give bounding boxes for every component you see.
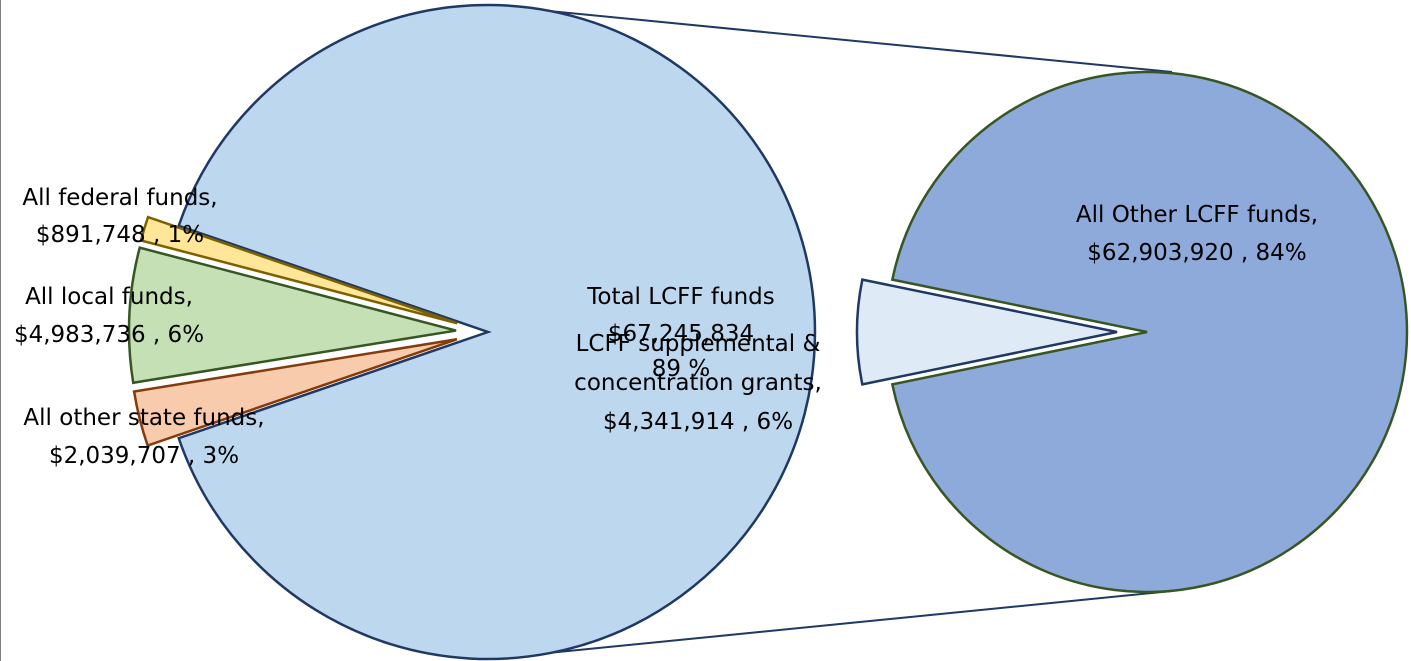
label-lcff-supp-line1: LCFF supplemental & bbox=[576, 331, 821, 357]
label-local-name: All local funds, bbox=[25, 284, 193, 310]
label-local-value: $4,983,736 , 6% bbox=[14, 322, 204, 348]
connector-line-top bbox=[487, 4, 1173, 73]
label-lcff-total-percent: 89 % bbox=[652, 356, 710, 382]
label-state-name: All other state funds, bbox=[23, 405, 264, 431]
label-lcff-supp-line2: concentration grants, bbox=[574, 370, 822, 396]
pie-slice-all-federal-funds bbox=[139, 215, 458, 325]
label-federal-name: All federal funds, bbox=[22, 185, 217, 211]
label-lcff-total-name: Total LCFF funds bbox=[586, 284, 775, 310]
label-lcff-other-value: $62,903,920 , 84% bbox=[1087, 240, 1306, 266]
pie-slice-all-local-funds bbox=[127, 246, 457, 385]
pie-slice-all-other-lcff-funds bbox=[890, 70, 1409, 594]
pie-slice-total-lcff-funds bbox=[177, 3, 817, 661]
pie-slice-all-other-state-funds bbox=[132, 338, 458, 448]
label-state-value: $2,039,707 , 3% bbox=[49, 443, 239, 469]
chart-frame-edge bbox=[0, 0, 1, 661]
label-federal-value: $891,748 , 1% bbox=[36, 222, 204, 248]
pie-slice-lcff-supplemental-concentration bbox=[855, 278, 1118, 386]
connector-line-bottom bbox=[487, 590, 1173, 660]
label-lcff-supp-value: $4,341,914 , 6% bbox=[603, 409, 793, 435]
label-lcff-other-name: All Other LCFF funds, bbox=[1076, 202, 1318, 228]
label-lcff-total-value: $67,245,834 bbox=[608, 321, 754, 347]
